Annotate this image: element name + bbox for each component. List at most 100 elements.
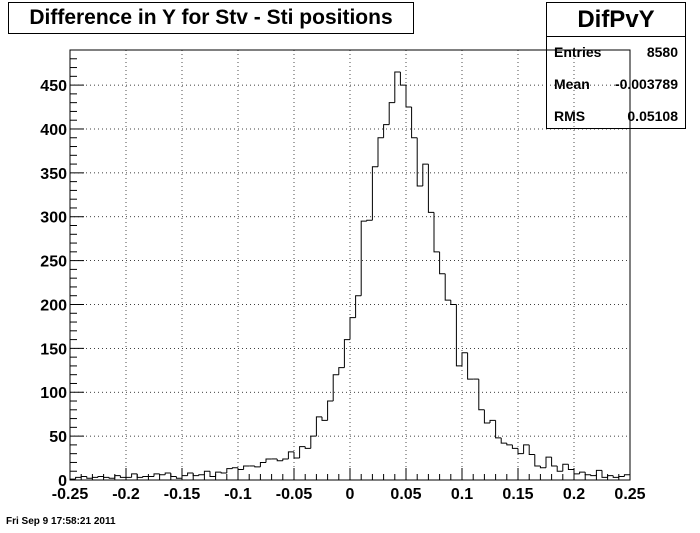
- histogram-bin: [153, 473, 160, 477]
- histogram-bin: [545, 456, 552, 468]
- histogram-bin: [181, 475, 188, 479]
- histogram-bin: [528, 444, 535, 456]
- histogram-bin: [523, 444, 530, 454]
- histogram-bin: [276, 458, 283, 462]
- histogram-bin: [321, 416, 328, 421]
- histogram-bin: [433, 212, 440, 253]
- histogram-bin: [355, 295, 362, 318]
- histogram-bin: [119, 475, 126, 478]
- axis-layer: -0.25 -0.2 -0.15 -0.1 -0.05 0 0.05 0.1 0.15 0.2 0.…: [40, 58, 646, 503]
- histogram-bin: [215, 471, 222, 477]
- rms-value: 0.05108: [627, 108, 678, 124]
- histogram-bin: [97, 475, 104, 478]
- histogram-bin: [332, 374, 339, 402]
- histogram-bin: [623, 474, 630, 477]
- histogram-bin: [455, 304, 462, 367]
- x-tick-label: 0.15: [502, 486, 533, 503]
- entries-label: Entries: [554, 44, 602, 60]
- histogram-bin: [562, 463, 569, 472]
- histogram-bin: [556, 465, 563, 472]
- histogram-bin: [114, 475, 121, 479]
- histogram-bin: [461, 352, 468, 366]
- histogram-bin: [254, 465, 261, 468]
- histogram-bin: [506, 443, 513, 446]
- histogram-bin: [416, 137, 423, 187]
- entries-row: Entries 8580: [554, 43, 678, 61]
- histogram-bin: [405, 85, 412, 108]
- histogram-bin: [618, 475, 625, 478]
- histogram-bin: [91, 476, 98, 479]
- histogram-bin: [259, 461, 266, 467]
- y-tick-label: 400: [40, 122, 67, 139]
- x-tick-label: -0.15: [164, 486, 201, 503]
- x-tick-label: 0: [346, 486, 355, 503]
- x-tick-label: 0.1: [451, 486, 473, 503]
- histogram-bin: [612, 475, 619, 478]
- histogram-bin: [467, 352, 474, 380]
- x-tick-label: 0.25: [614, 486, 645, 503]
- y-tick-label: 350: [40, 166, 67, 183]
- mean-label: Mean: [554, 76, 590, 92]
- histogram-bin: [103, 476, 110, 478]
- x-tick-label: -0.05: [276, 486, 313, 503]
- histogram-bin: [399, 71, 406, 86]
- histogram-bin: [338, 367, 345, 375]
- y-tick-label: 50: [49, 429, 67, 446]
- histogram-bin: [607, 475, 614, 478]
- histogram-bin: [360, 220, 367, 296]
- mean-row: Mean -0.003789: [554, 75, 678, 93]
- histogram-bin: [371, 166, 378, 221]
- entries-value: 8580: [646, 44, 678, 60]
- histogram-bin: [601, 470, 608, 478]
- histogram-bin: [495, 420, 502, 439]
- histogram-bin: [175, 476, 182, 479]
- histogram-bin: [198, 474, 205, 476]
- histogram-bin: [237, 467, 244, 470]
- histogram-bin: [203, 470, 210, 475]
- histogram-bin: [444, 273, 451, 301]
- mean-value: -0.003789: [614, 76, 678, 92]
- histogram-bin: [299, 446, 306, 459]
- histogram-bin: [595, 469, 602, 476]
- histogram-bin: [315, 416, 322, 437]
- histogram-bin: [579, 471, 586, 474]
- histogram-bin: [220, 472, 227, 474]
- y-tick-label: 0: [58, 473, 67, 490]
- rms-row: RMS 0.05108: [554, 107, 678, 125]
- histogram-bin: [136, 473, 143, 478]
- histogram-bin: [243, 465, 250, 470]
- histogram-bin: [159, 473, 166, 476]
- histogram-bin: [478, 379, 485, 411]
- histogram-bin: [511, 444, 518, 449]
- histogram-bin: [483, 409, 490, 424]
- histogram-bin: [80, 475, 87, 478]
- histogram-bin: [500, 437, 507, 444]
- y-tick-label: 100: [40, 385, 67, 402]
- x-tick-label: -0.2: [112, 486, 140, 503]
- y-tick-label: 300: [40, 210, 67, 227]
- x-tick-label: 0.2: [563, 486, 585, 503]
- histogram-bin: [327, 400, 334, 421]
- histogram-bin: [551, 457, 558, 467]
- timestamp: Fri Sep 9 17:58:21 2011: [6, 516, 116, 527]
- histogram-bin: [427, 164, 434, 213]
- histogram-bin: [450, 300, 457, 305]
- histogram-bin: [539, 465, 546, 469]
- x-tick-label: -0.25: [52, 486, 89, 503]
- histogram-bin: [366, 219, 373, 222]
- histogram-bin: [489, 419, 496, 423]
- histogram-bin: [567, 464, 574, 470]
- histogram-bin: [86, 476, 93, 479]
- histogram-bin: [287, 451, 294, 459]
- histogram-bin: [584, 472, 591, 476]
- chart-title: Difference in Y for Stv - Sti positions: [8, 2, 414, 34]
- histogram-bin: [226, 468, 233, 473]
- histogram-bin: [388, 102, 395, 125]
- x-tick-label: 0.05: [390, 486, 421, 503]
- histogram-bin: [349, 317, 356, 340]
- histogram-bin: [411, 107, 418, 139]
- histogram-bin: [394, 71, 401, 103]
- rms-label: RMS: [554, 108, 586, 124]
- histogram-bin: [304, 446, 311, 449]
